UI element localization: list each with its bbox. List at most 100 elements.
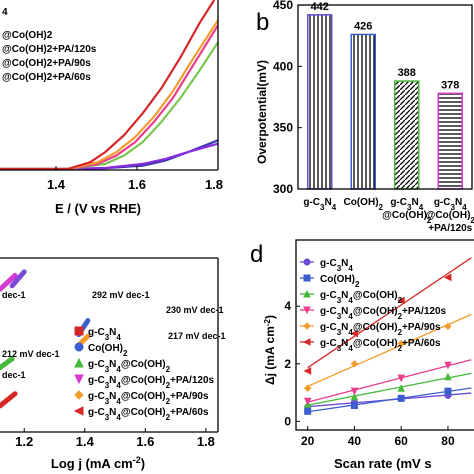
panel-d-fit-line xyxy=(307,372,472,406)
panel-d-legend-marker xyxy=(303,306,311,315)
panel-c-legend-marker xyxy=(74,390,84,400)
panel-d-legend-entry: g-C3N4@Co(OH)2+PA/90s xyxy=(320,322,441,337)
panel-b-category-label: @Co(OH)2 xyxy=(426,210,474,225)
panel-d-legend-marker xyxy=(302,338,311,346)
panel-d-fit-line xyxy=(307,313,472,387)
panel-b-y-tick-label: 400 xyxy=(273,59,293,73)
panel-b-category-label: g-C3N4 xyxy=(434,197,467,212)
panel-d-point xyxy=(350,387,359,396)
panel-d-fit-line xyxy=(307,359,472,403)
panel-a-legend-entry: @Co(OH)2+PA/120s xyxy=(2,44,97,55)
panel-b-category-label: +PA/120s xyxy=(428,223,472,234)
panel-c-legend-entry: g-C3N4@Co(OH)2+PA/120s xyxy=(88,375,214,390)
panel-c-x-ticks: 1.2 1.4 1.6 1.8 xyxy=(15,428,215,449)
panel-c-legend-entry: Co(OH)2 xyxy=(88,343,128,358)
panel-d-frame xyxy=(295,239,474,431)
panel-d-point xyxy=(397,296,405,305)
panel-b-category-labels: g-C3N4 Co(OH)2 g-C3N4@Co(OH)2g-C3N4@Co(OH)… xyxy=(303,197,474,234)
panel-d-y-tick-label: 2 xyxy=(284,357,291,371)
panel-b-category-label: g-C3N4 xyxy=(303,197,336,212)
panel-b-value-labels: 442 426 388 378 xyxy=(311,1,460,92)
panel-d: d Δj (mA cm-2) 20 40 60 80 0 2 4 g-C3N4Co(OH)2… xyxy=(250,239,474,471)
panel-d-point xyxy=(350,360,359,368)
panel-b-value-label: 378 xyxy=(441,79,459,91)
panel-a-lines xyxy=(0,0,219,171)
panel-d-point xyxy=(444,361,452,370)
panel-b-bar-group xyxy=(350,33,376,190)
panel-d-legend-marker xyxy=(303,258,311,266)
panel-d-point xyxy=(397,384,406,392)
panel-d-y-axis-label: Δj (mA cm-2) xyxy=(263,315,278,385)
panel-c-x-tick-label: 1.8 xyxy=(197,434,215,449)
panel-d-point xyxy=(350,402,358,410)
panel-c-legend-marker xyxy=(74,357,84,368)
panel-a-curve xyxy=(0,19,219,171)
panel-d-points xyxy=(303,273,452,415)
panel-d-x-tick-label: 80 xyxy=(441,434,455,448)
panel-c-legend: g-C3N4Co(OH)2g-C3N4@Co(OH)2g-C3N4@Co(OH)… xyxy=(73,326,214,422)
panel-c-legend-entry: g-C3N4@Co(OH)2 xyxy=(88,359,171,374)
panel-c-legend-entry: g-C3N4@Co(OH)2+PA/60s xyxy=(88,407,209,422)
panel-b-category-label: Co(OH)2 xyxy=(344,197,384,212)
panel-d-point xyxy=(350,329,358,338)
panel-b-frame xyxy=(297,4,473,190)
panel-a-x-tick-label: 1.4 xyxy=(47,177,66,192)
panel-a-legend-entry: @Co(OH)2 xyxy=(2,30,53,41)
panel-b-label: b xyxy=(256,9,269,36)
panel-d-point xyxy=(444,322,452,331)
panel-d-point xyxy=(303,384,312,392)
panel-a-x-tick-label: 1.6 xyxy=(128,177,146,192)
panel-d-point xyxy=(397,339,405,348)
panel-b-bars xyxy=(307,14,463,190)
panel-c-tafel-slope: 230 mV dec-1 xyxy=(166,305,224,315)
panel-b-category-label: g-C3N4 xyxy=(390,197,423,212)
panel-d-fit-line xyxy=(307,257,472,369)
panel-c-legend-entry: g-C3N4@Co(OH)2+PA/90s xyxy=(88,391,209,406)
panel-d-y-tick-label: 4 xyxy=(284,299,291,313)
panel-b-value-label: 442 xyxy=(311,1,329,13)
panel-b-bar-group xyxy=(394,80,420,190)
panel-c-tafel-slope: 212 mV dec-1 xyxy=(2,349,60,359)
panel-d-point xyxy=(350,392,359,401)
panel-b-bar-group xyxy=(437,92,463,190)
panel-d-point xyxy=(444,387,452,395)
panel-d-legend-entry: g-C3N4 xyxy=(320,258,353,273)
panel-a-x-axis-label: E / (V vs RHE) xyxy=(55,201,141,216)
panel-d-point xyxy=(304,407,312,415)
panel-a-curve xyxy=(0,139,219,171)
panel-a-legend: 4 @Co(OH)2 @Co(OH)2+PA/120s @Co(OH)2+PA/… xyxy=(2,7,97,83)
panel-d-legend-marker xyxy=(303,322,311,330)
panel-c-tafel-line xyxy=(0,272,18,292)
panel-d-fits xyxy=(307,257,472,413)
panel-d-x-tick-label: 60 xyxy=(395,434,409,448)
panel-d-legend-marker xyxy=(303,274,311,282)
panel-b-value-label: 388 xyxy=(398,67,416,79)
panel-b: b Overpotential(mV) 300 350 400 450 442 426 3… xyxy=(255,0,474,234)
panel-c-tafel-slope: dec-1 xyxy=(2,370,26,380)
panel-b-y-tick-label: 350 xyxy=(273,121,293,135)
panel-d-point xyxy=(397,374,406,383)
panel-b-y-ticks: 300 350 400 450 xyxy=(273,0,302,196)
panel-d-legend-entry: g-C3N4@Co(OH)2+PA/120s xyxy=(320,306,446,321)
panel-a-x-tick-label: 1.8 xyxy=(205,177,223,192)
panel-d-legend-marker xyxy=(303,289,311,298)
panel-b-bar xyxy=(394,80,420,190)
panel-a: 1.4 1.6 1.8 E / (V vs RHE) 4 @Co(OH)2 @C… xyxy=(0,0,223,216)
panel-c-legend-marker xyxy=(74,342,84,352)
panel-c-legend-marker xyxy=(74,326,84,336)
panel-c-tafel-line xyxy=(9,269,27,289)
panel-d-y-tick-label: 0 xyxy=(284,414,291,428)
panel-d-point xyxy=(444,372,452,381)
panel-d-x-axis-label: Scan rate (mV s xyxy=(334,456,432,471)
panel-b-y-tick-label: 300 xyxy=(273,182,293,196)
panel-d-label: d xyxy=(250,241,263,268)
panel-a-curve xyxy=(0,0,216,171)
panel-d-fit-line xyxy=(307,387,472,413)
panel-d-legend-entry: g-C3N4@Co(OH)2 xyxy=(320,290,403,305)
panel-b-bar xyxy=(350,33,376,190)
panel-b-bar xyxy=(437,92,463,190)
panel-c-x-tick-label: 1.2 xyxy=(15,434,33,449)
panel-c-tafel-slope: dec-1 xyxy=(2,290,26,300)
panel-c: 292 mV dec-1 230 mV dec-1 217 mV dec-1 2… xyxy=(0,257,226,471)
